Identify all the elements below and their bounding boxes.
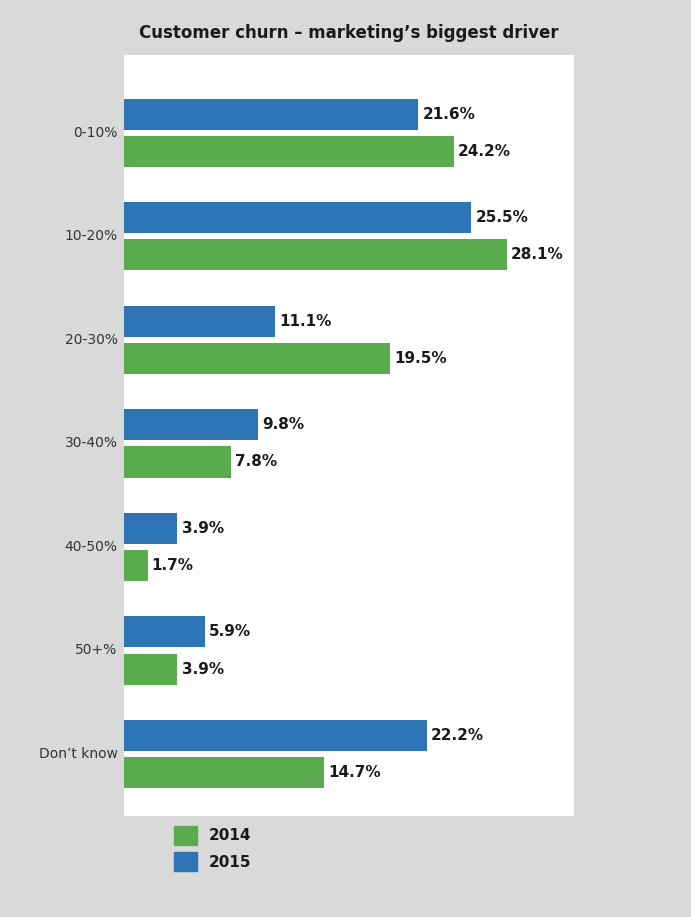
Bar <box>124 720 426 751</box>
Bar <box>124 654 178 685</box>
Text: 20-30%: 20-30% <box>64 333 117 347</box>
Bar <box>124 513 178 544</box>
Bar <box>124 757 325 789</box>
Text: 3.9%: 3.9% <box>182 521 224 536</box>
Text: Don’t know: Don’t know <box>39 747 117 761</box>
Text: 7.8%: 7.8% <box>235 455 277 470</box>
Text: 1.7%: 1.7% <box>151 558 193 573</box>
Text: 22.2%: 22.2% <box>430 728 484 743</box>
Bar <box>124 136 454 167</box>
Text: 5.9%: 5.9% <box>209 624 251 639</box>
Text: 21.6%: 21.6% <box>422 106 475 122</box>
Text: 14.7%: 14.7% <box>328 765 381 780</box>
Bar <box>124 239 507 271</box>
Text: 25.5%: 25.5% <box>475 210 529 225</box>
Text: 11.1%: 11.1% <box>280 314 332 328</box>
Legend: 2014, 2015: 2014, 2015 <box>168 820 258 877</box>
Text: 28.1%: 28.1% <box>511 248 564 262</box>
Text: 30-40%: 30-40% <box>64 436 117 450</box>
Bar <box>124 616 205 647</box>
Bar <box>124 447 231 478</box>
Bar <box>124 305 276 337</box>
Text: 24.2%: 24.2% <box>458 144 511 159</box>
Text: 19.5%: 19.5% <box>394 351 446 366</box>
Bar <box>124 98 418 129</box>
Text: 40-50%: 40-50% <box>64 540 117 554</box>
Bar <box>124 409 258 440</box>
Bar <box>124 343 390 374</box>
Bar <box>124 202 471 233</box>
Bar <box>124 550 147 581</box>
Text: 10-20%: 10-20% <box>64 229 117 243</box>
Title: Customer churn – marketing’s biggest driver: Customer churn – marketing’s biggest dri… <box>139 25 559 42</box>
Text: 50+%: 50+% <box>75 644 117 657</box>
Text: 0-10%: 0-10% <box>73 126 117 139</box>
Text: 9.8%: 9.8% <box>262 417 304 432</box>
Text: 3.9%: 3.9% <box>182 661 224 677</box>
